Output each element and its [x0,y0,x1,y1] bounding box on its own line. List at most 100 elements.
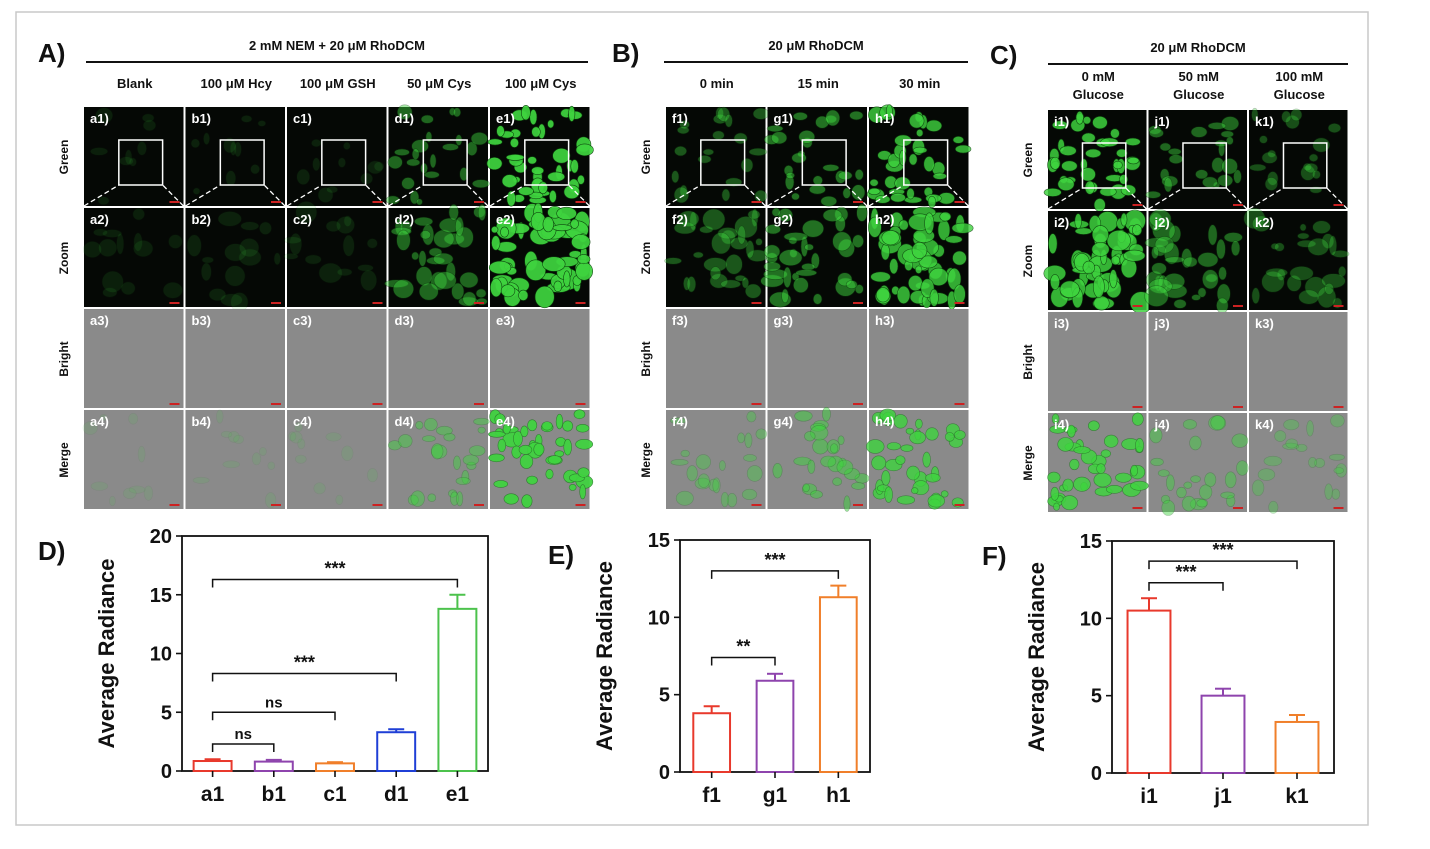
cell-blob [132,208,145,221]
micrograph-cell: g1) [764,107,868,207]
y-tick-label: 5 [161,702,172,724]
cell-blob [1216,283,1231,304]
significance-bracket [710,656,776,666]
cell-blob [1092,275,1105,298]
cell-blob [1110,128,1120,139]
cell-blob [1096,463,1106,474]
cell-label: f3) [672,313,688,328]
bar [1200,694,1246,775]
cell-blob [360,269,378,291]
scale-bar [575,504,586,506]
cell-blob [1300,165,1316,181]
cell-blob [836,459,854,475]
cell-background [185,309,285,408]
cell-blob [1314,458,1326,468]
cell-blob [1087,420,1100,432]
cell-blob [549,190,557,203]
column-label: 30 min [899,76,940,91]
cell-blob [1216,238,1226,260]
cell-blob [754,189,768,203]
scale-bar [1233,204,1243,206]
y-tick-label: 15 [150,585,172,607]
cell-blob [563,438,572,456]
zoom-guide [1326,187,1348,210]
cell-blob [577,174,585,185]
cell-blob [702,148,715,156]
cell-blob [807,459,816,474]
cell-blob [923,156,935,172]
cell-background [287,107,387,206]
cell-blob [899,149,907,166]
cell-blob [1249,163,1267,172]
cell-blob [468,445,486,457]
cell-blob [791,152,807,164]
cell-blob [810,490,823,499]
row-label: Green [57,140,71,175]
column-label: 15 min [798,76,839,91]
cell-blob [720,491,729,508]
cell-blob [1223,232,1243,243]
cell-blob [317,187,334,203]
zoom-guide [868,184,905,207]
cell-blob [1106,229,1131,252]
cell-blob [109,495,116,507]
cell-blob [1059,145,1077,156]
cell-blob [142,119,157,132]
panel-letter: F) [982,541,1007,571]
panel-header: 20 μM RhoDCM [768,38,863,53]
row-label: Merge [639,442,653,478]
cell-blob [896,285,911,304]
figure-frame [15,11,1369,826]
cell-blob [1233,169,1242,184]
cell-blob [137,445,146,463]
cell-blob [312,157,321,172]
cell-blob [781,288,789,304]
cell-blob [1259,135,1268,144]
column-label: 100 μM GSH [300,76,376,91]
cell-blob [373,161,385,172]
cell-blob [289,431,303,444]
cell-blob [1125,137,1141,146]
cell-blob [720,229,736,245]
cell-blob [1163,177,1173,193]
zoom-guide [83,184,120,207]
cell-blob [1100,449,1112,458]
cell-blob [273,252,281,266]
cell-blob [1311,170,1321,180]
scale-bar [169,201,180,203]
cell-blob [491,235,501,251]
scale-bar [751,504,762,506]
cell-blob [1289,266,1314,281]
cell-blob [1161,499,1176,516]
cell-blob [795,269,818,277]
cell-label: k2) [1255,215,1274,230]
micrograph-cell: h2) [868,206,974,310]
cell-blob [433,271,457,290]
cell-blob [1161,175,1179,188]
column-label: Glucose [1274,87,1325,102]
cell-blob [889,258,899,275]
cell-blob [1176,486,1187,499]
cell-blob [694,477,711,490]
zoom-box [118,139,164,186]
cell-blob [418,250,427,267]
cell-blob [1050,274,1060,290]
cell-background [1148,211,1247,310]
cell-blob [448,489,458,498]
cell-blob [477,204,487,221]
column-label: 0 mM [1082,69,1115,84]
cell-blob [216,409,224,424]
cell-label: c1) [293,111,312,126]
cell-blob [849,110,864,121]
cell-blob [1154,236,1175,254]
cell-blob [224,265,246,287]
cell-blob [416,198,423,206]
cell-background [185,107,285,206]
cell-blob [1333,467,1345,474]
cell-blob [918,255,938,269]
cell-blob [820,455,837,468]
cell-blob [520,425,529,438]
cell-blob [448,107,456,116]
cell-blob [1157,274,1169,294]
cell-blob [1328,453,1345,461]
